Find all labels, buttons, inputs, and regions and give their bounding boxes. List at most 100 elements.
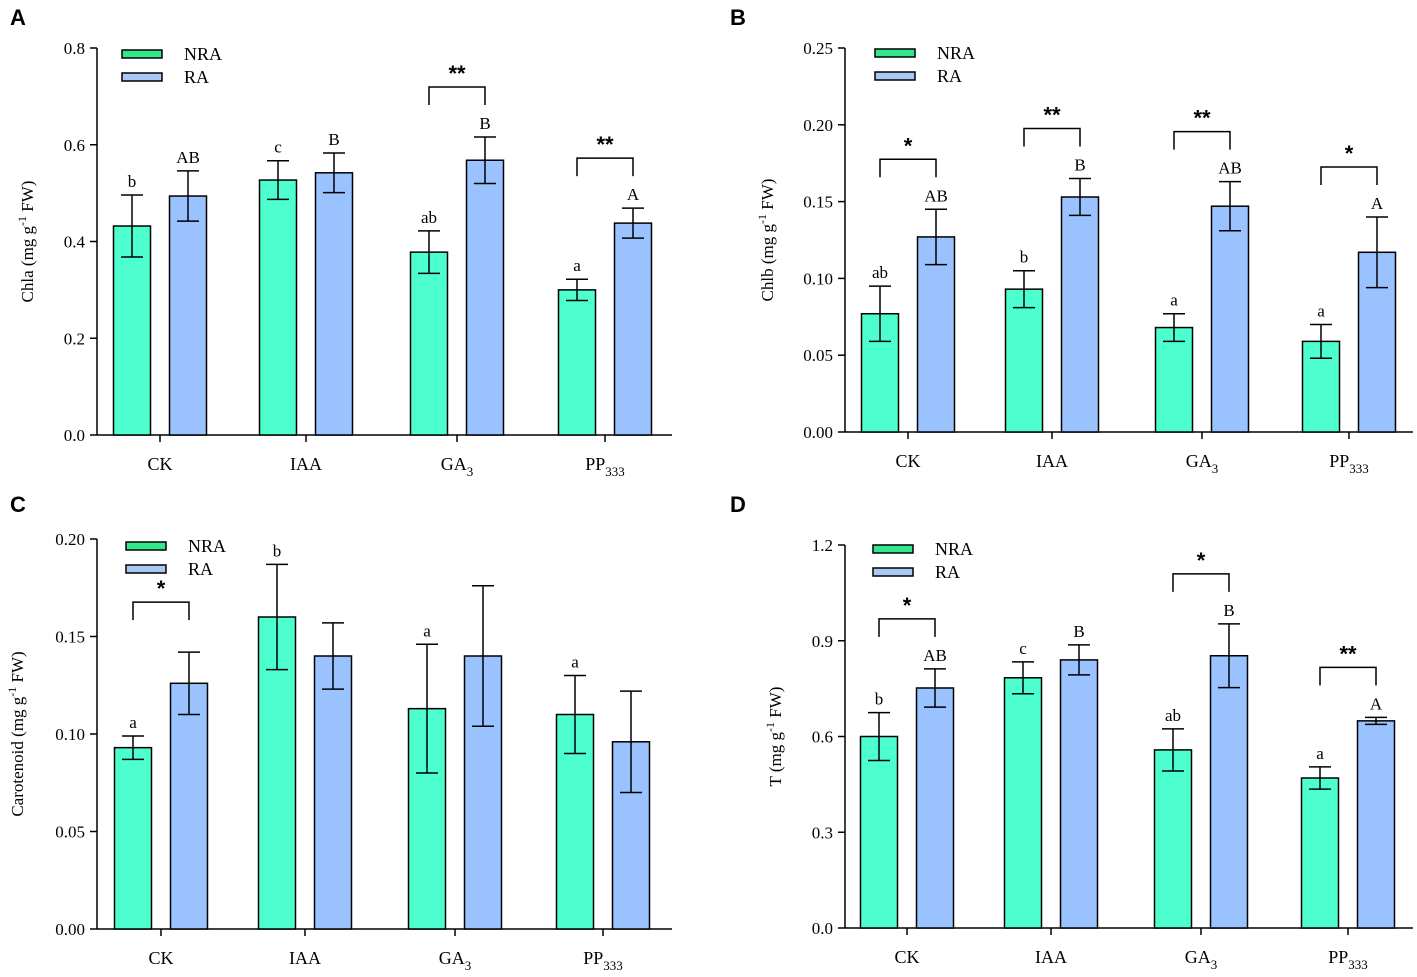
legend-label: RA xyxy=(184,67,209,87)
legend-swatch-RA xyxy=(121,72,163,82)
bar-NRA xyxy=(1004,288,1044,433)
bar-NRA xyxy=(1003,677,1043,929)
significance-letter: b xyxy=(128,172,137,191)
y-tick-label: 0.2 xyxy=(64,329,85,348)
x-tick-label: IAA xyxy=(1036,451,1068,471)
significance-letter: AB xyxy=(176,148,200,167)
bar-NRA xyxy=(557,289,597,436)
bar-RA xyxy=(169,682,209,930)
bar-NRA xyxy=(1300,777,1340,929)
y-tick-label: 0.4 xyxy=(64,233,86,252)
significance-letter: b xyxy=(875,690,884,709)
bar-RA xyxy=(1209,655,1249,929)
significance-letter: ab xyxy=(421,208,437,227)
x-tick-label: PP333 xyxy=(1329,451,1369,476)
significance-stars: * xyxy=(1345,141,1354,166)
x-tick-label: IAA xyxy=(1035,947,1067,967)
category-text: IAA xyxy=(1035,947,1067,967)
significance-bracket xyxy=(1320,166,1378,185)
significance-letter: AB xyxy=(924,186,948,205)
panel-B: B 0.00 0.05 0.10 0.15 0.20 0.25 Chlb (mg g-1 FW… xyxy=(730,5,1413,476)
y-label-text: Chlb (mg g xyxy=(758,223,777,301)
significance-stars: ** xyxy=(1043,103,1061,128)
category-sub: 3 xyxy=(1211,957,1218,972)
x-tick-label: CK xyxy=(894,947,919,967)
bar-NRA xyxy=(859,735,899,929)
significance-letter: c xyxy=(274,138,282,157)
significance-bracket xyxy=(1173,130,1231,150)
bar-NRA xyxy=(112,225,152,436)
significance-letter: B xyxy=(1073,622,1084,641)
category-text: IAA xyxy=(290,454,322,474)
y-tick-label: 0.20 xyxy=(803,116,833,135)
legend-label: NRA xyxy=(184,44,222,64)
significance-letter: a xyxy=(129,713,137,732)
category-sub: 333 xyxy=(605,464,625,479)
significance-letter: A xyxy=(627,185,640,204)
category-text: CK xyxy=(894,947,919,967)
y-tick-label: 0.05 xyxy=(803,346,833,365)
panel-C: C 0.00 0.05 0.10 0.15 0.20 Carotenoid (mg g-1 … xyxy=(5,492,672,973)
significance-letter: ab xyxy=(872,263,888,282)
significance-bracket xyxy=(428,86,486,106)
bar-NRA xyxy=(409,251,449,436)
x-tick-label: GA3 xyxy=(1186,451,1219,476)
x-tick-label: IAA xyxy=(290,454,322,474)
category-sub: 333 xyxy=(603,958,623,973)
significance-letter: A xyxy=(1371,194,1384,213)
panel-label: A xyxy=(10,5,26,30)
significance-bracket xyxy=(878,618,936,637)
panel-label: C xyxy=(10,492,26,517)
category-text: PP xyxy=(585,454,605,474)
significance-letter: a xyxy=(423,621,431,640)
y-tick-label: 0.15 xyxy=(803,193,833,212)
bar-RA xyxy=(611,741,651,930)
significance-letter: B xyxy=(479,114,490,133)
category-text: CK xyxy=(147,454,172,474)
y-label-text: Chla (mg g xyxy=(18,225,37,302)
y-tick-label: 0.00 xyxy=(55,920,85,939)
y-tick-label: 0.0 xyxy=(64,426,85,445)
y-tick-label: 0.9 xyxy=(812,632,833,651)
category-sub: 3 xyxy=(1212,461,1219,476)
category-text: GA xyxy=(439,948,465,968)
significance-bracket xyxy=(1319,666,1377,686)
significance-stars: * xyxy=(903,593,912,618)
significance-bracket xyxy=(132,601,190,621)
category-text: IAA xyxy=(289,948,321,968)
significance-stars: ** xyxy=(1339,641,1357,666)
significance-letter: b xyxy=(1020,248,1029,267)
legend-swatch-NRA xyxy=(125,541,167,551)
bar-RA xyxy=(168,195,208,436)
category-text: PP xyxy=(1329,451,1349,471)
legend-swatch-NRA xyxy=(874,48,916,58)
legend-label: NRA xyxy=(935,539,973,559)
bar-RA xyxy=(1356,720,1396,929)
significance-letter: c xyxy=(1019,639,1027,658)
legend-label: RA xyxy=(937,66,962,86)
significance-stars: ** xyxy=(448,61,466,86)
significance-stars: ** xyxy=(596,132,614,157)
significance-letter: B xyxy=(1074,156,1085,175)
category-text: IAA xyxy=(1036,451,1068,471)
y-label-sup: -1 xyxy=(755,214,769,224)
x-tick-label: GA3 xyxy=(441,454,474,479)
legend-label: RA xyxy=(188,559,213,579)
significance-letter: a xyxy=(571,653,579,672)
significance-stars: * xyxy=(904,133,913,158)
legend-label: NRA xyxy=(188,536,226,556)
legend-swatch-NRA xyxy=(121,49,163,59)
significance-stars: * xyxy=(1197,548,1206,573)
significance-letter: ab xyxy=(1165,706,1181,725)
x-tick-label: CK xyxy=(895,451,920,471)
category-text: CK xyxy=(895,451,920,471)
bar-NRA xyxy=(258,179,298,436)
significance-letter: A xyxy=(1370,694,1383,713)
category-sub: 333 xyxy=(1349,461,1369,476)
x-tick-label: PP333 xyxy=(583,948,623,973)
bar-RA xyxy=(313,655,353,930)
x-tick-label: CK xyxy=(147,454,172,474)
legend-label: NRA xyxy=(937,43,975,63)
significance-letter: B xyxy=(328,130,339,149)
